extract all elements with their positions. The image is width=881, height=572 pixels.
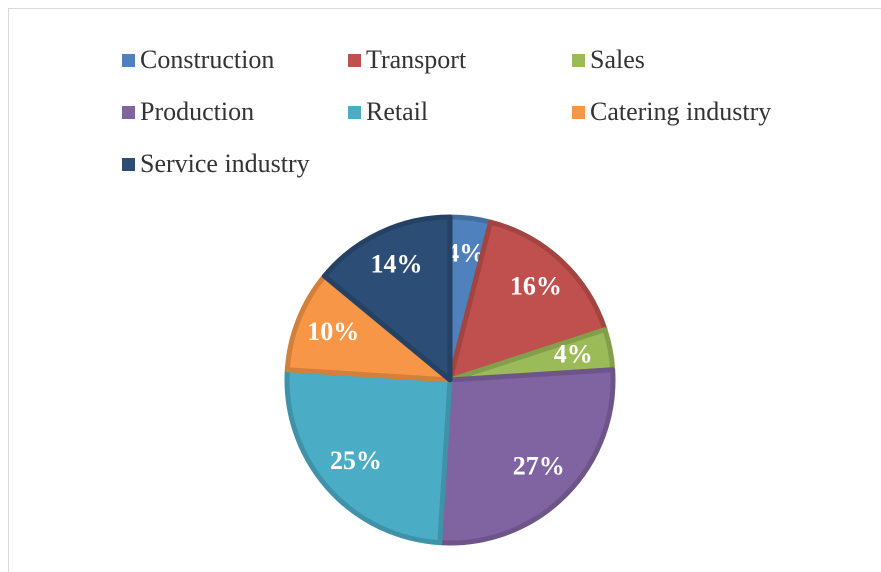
legend-swatch [348,106,361,119]
legend-label: Retail [366,97,428,126]
legend-label: Sales [590,45,645,74]
legend-label: Transport [366,45,467,74]
pie-slice [437,367,616,546]
legend-swatch [572,54,585,67]
slice-label: 10% [307,317,359,346]
pie-slice [321,214,453,383]
legend-swatch [572,106,585,119]
slice-label: 27% [513,452,565,481]
slice-label: 25% [330,446,382,475]
legend-swatch [122,158,135,171]
legend-swatch [122,106,135,119]
slice-label: 16% [510,271,562,300]
legend-swatch [122,54,135,67]
pie-slice [284,273,453,383]
slice-label: 14% [371,249,423,278]
legend-label: Catering industry [590,97,771,126]
pie: 4%16%4%27%25%10%14% [284,214,616,546]
legend: Construction Transport Sales Production Reta… [122,45,771,178]
slice-label: 4% [554,339,593,368]
legend-swatch [348,54,361,67]
legend-label: Production [140,97,254,126]
pie-slice [284,367,453,546]
legend-label: Construction [140,45,274,74]
legend-label: Service industry [140,149,310,178]
